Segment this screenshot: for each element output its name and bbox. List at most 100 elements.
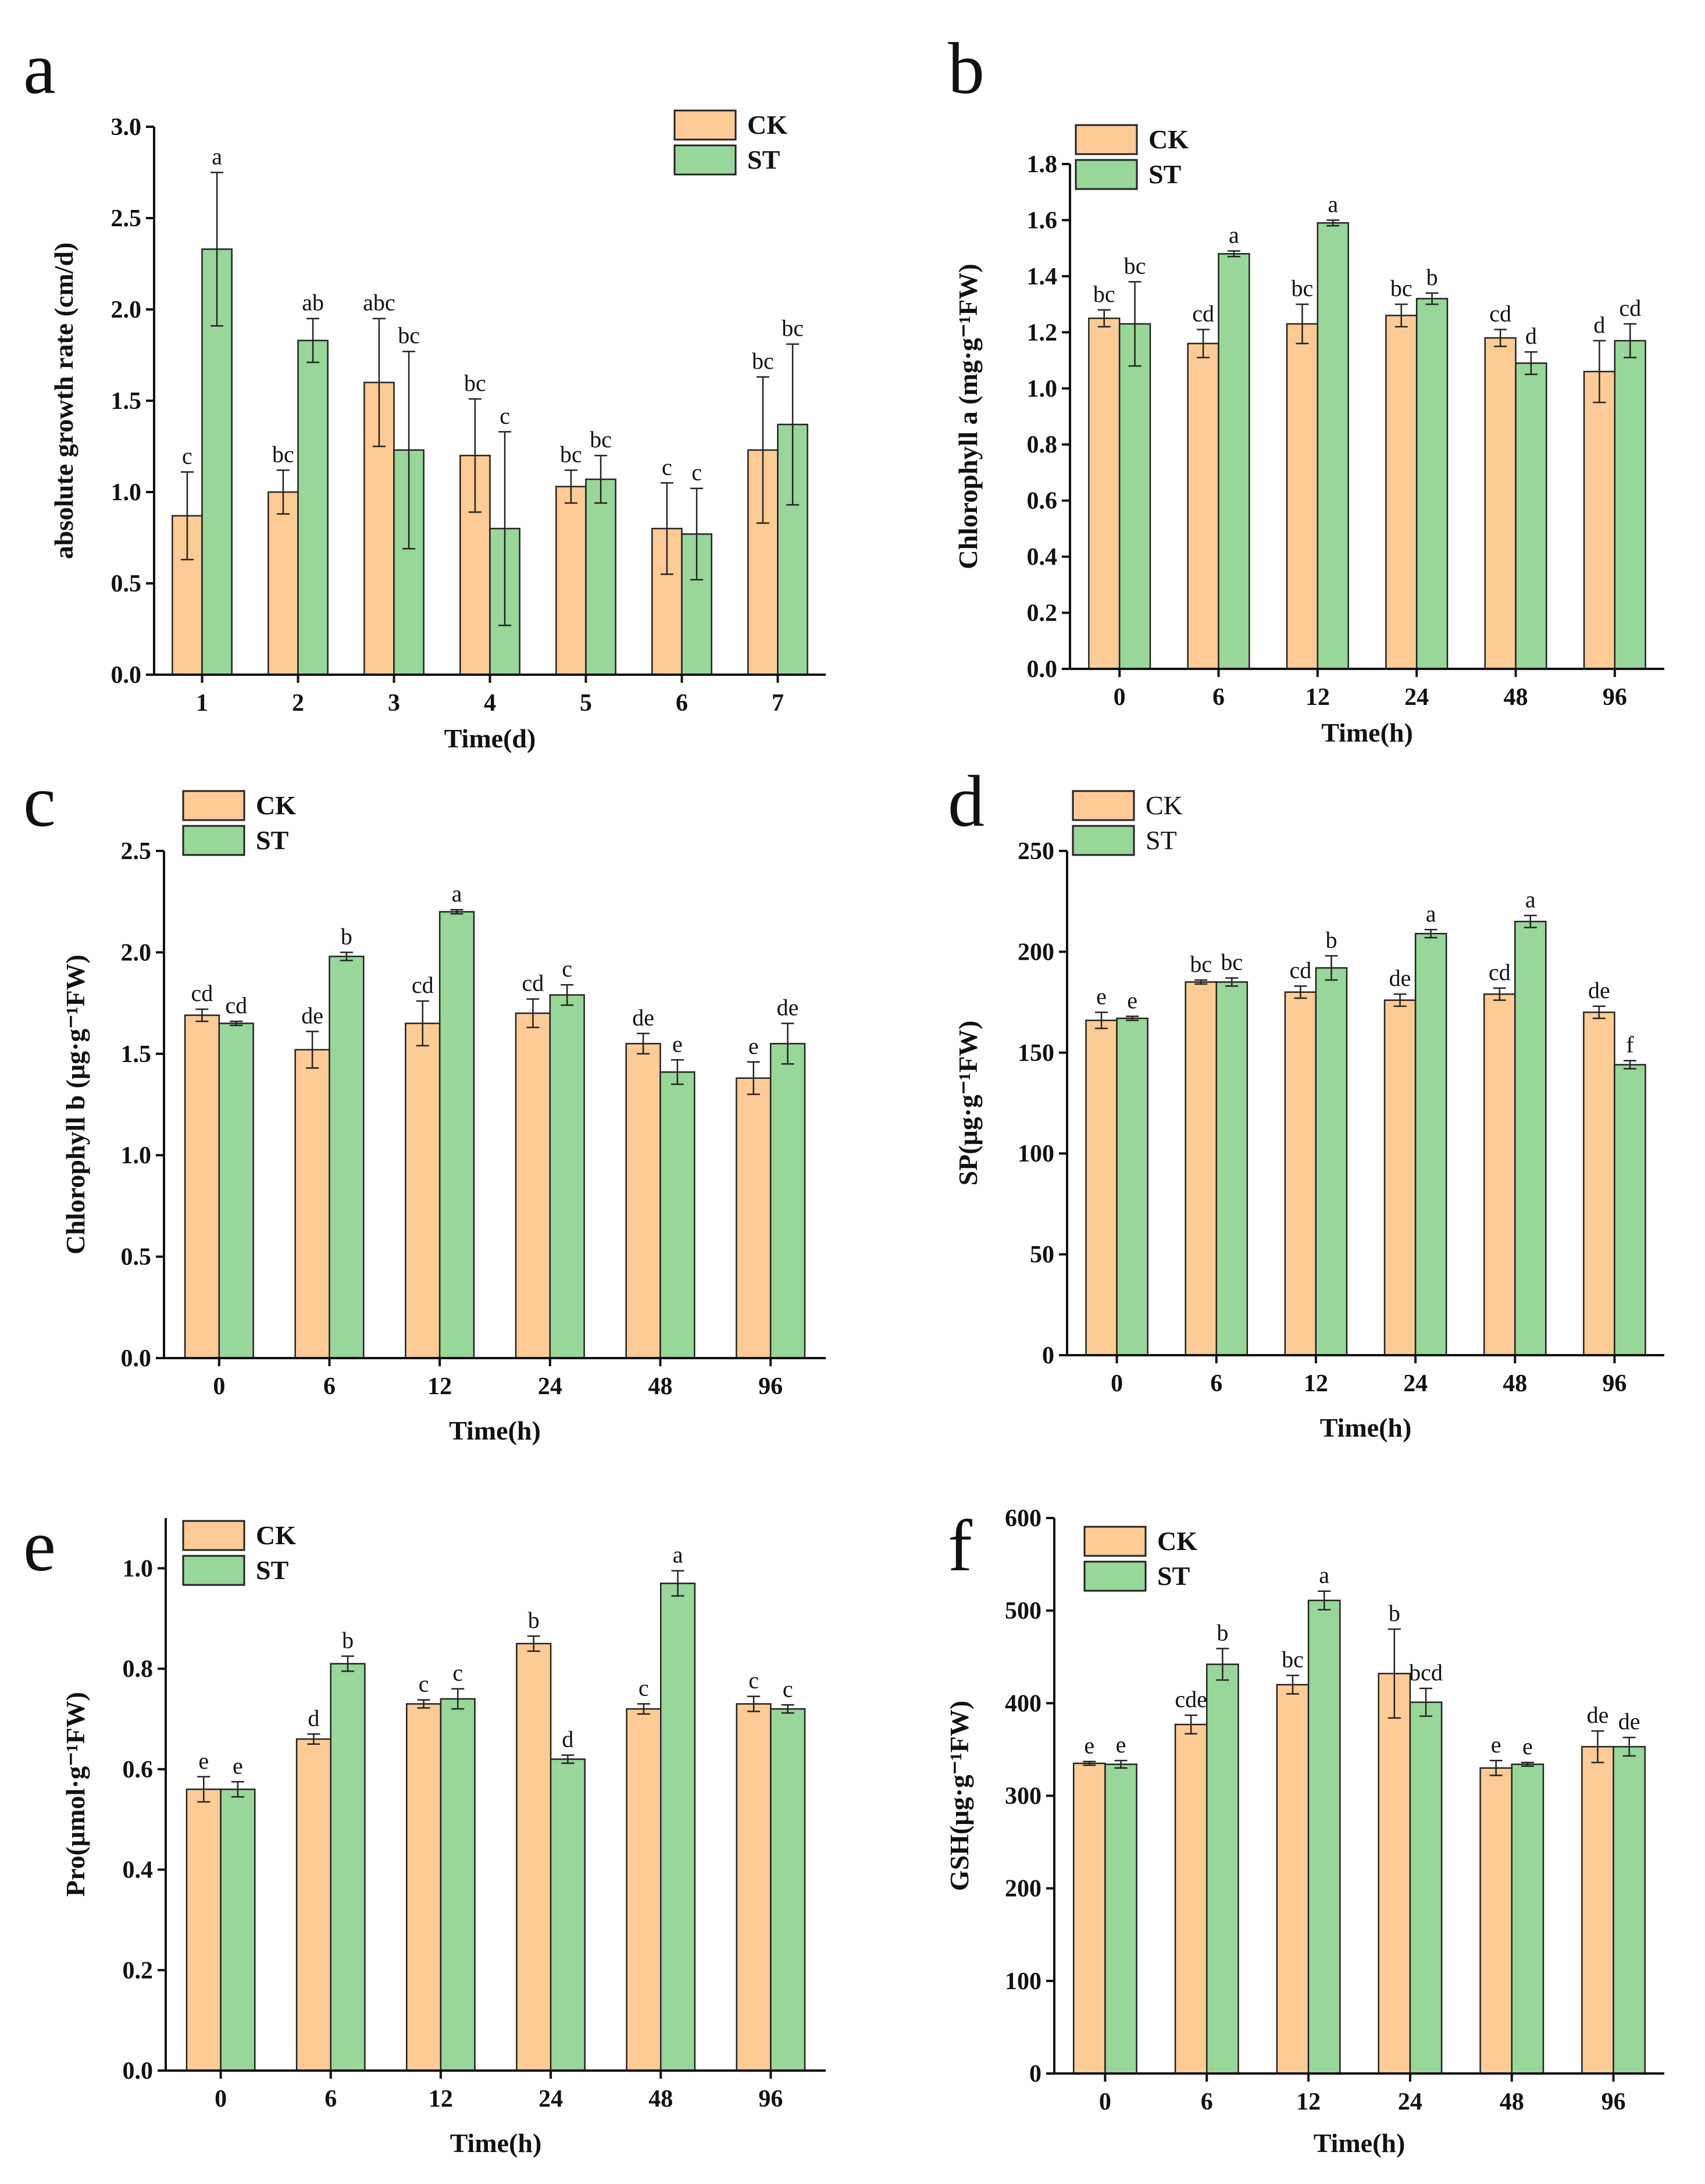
y-tick-label: 0.6 (123, 1757, 154, 1783)
error-bar-st-12 (1326, 219, 1340, 227)
bar-st-0 (218, 1022, 254, 1359)
y-tick-label: 1.5 (111, 388, 142, 415)
error-bar-ck-24 (1393, 993, 1407, 1007)
bar-ck-48 (1479, 1767, 1513, 2075)
legend-label-st: ST (747, 145, 780, 174)
y-axis-title: Chlorophyll a (mg·g⁻¹FW) (953, 263, 983, 569)
error-bar-st-0 (231, 1781, 244, 1798)
bar-st-6 (1218, 253, 1250, 670)
error-bar-st-6 (690, 487, 704, 580)
error-bar-ck-96 (747, 1061, 760, 1095)
error-bar-ck-1 (180, 471, 194, 561)
y-tick-label: 300 (1005, 1783, 1041, 1810)
bar-st-12 (1307, 1599, 1341, 2075)
significance-label: cd (1290, 957, 1312, 983)
y-tick-label: 250 (1018, 838, 1054, 865)
error-bar-st-6 (1227, 250, 1240, 258)
y-tick-label: 600 (1005, 1505, 1041, 1532)
bar-st-96 (769, 1043, 806, 1359)
error-bar-st-12 (450, 908, 463, 915)
significance-label: d (1525, 323, 1537, 349)
x-axis-title: Time(h) (450, 2128, 542, 2158)
significance-label: e (233, 1752, 243, 1779)
bar-st-0 (220, 1788, 256, 2072)
x-tick-label: 0 (1114, 684, 1126, 711)
x-tick-label: 12 (427, 1373, 452, 1400)
error-bar-ck-6 (1185, 1714, 1198, 1735)
x-tick-label: 7 (772, 690, 784, 717)
significance-label: b (1426, 264, 1438, 290)
significance-label: bc (782, 315, 804, 341)
panel-letter: a (23, 28, 56, 109)
significance-label: e (1084, 1733, 1094, 1759)
significance-label: bc (464, 370, 486, 396)
bar-st-24 (1409, 1701, 1443, 2075)
significance-label: cd (1489, 959, 1511, 985)
error-bar-st-12 (1325, 955, 1338, 981)
error-bar-st-96 (781, 1704, 794, 1714)
significance-label: bc (590, 426, 612, 453)
error-bar-st-0 (1126, 1016, 1139, 1021)
bar-st-12 (438, 911, 475, 1359)
significance-label: e (1116, 1731, 1126, 1758)
significance-label: bc (752, 348, 774, 374)
legend-label-ck: CK (1146, 790, 1183, 820)
x-tick-label: 1 (196, 690, 208, 717)
x-axis-title: Time(h) (1320, 1413, 1412, 1442)
y-tick-label: 50 (1030, 1242, 1054, 1269)
bar-st-6 (1215, 981, 1249, 1356)
x-tick-label: 0 (213, 1373, 225, 1400)
y-tick-label: 0.4 (1027, 544, 1058, 571)
bar-ck-96 (736, 1703, 772, 2072)
error-bar-ck-24 (1394, 303, 1408, 327)
bar-st-0 (1118, 323, 1151, 670)
error-bar-ck-6 (1197, 329, 1210, 358)
error-bar-ck-24 (527, 1635, 540, 1652)
bar-ck-12 (406, 1703, 442, 2072)
bar-ck-6 (1187, 343, 1219, 670)
legend-swatch-ck (1083, 1526, 1147, 1557)
significance-label: a (1525, 886, 1536, 913)
x-tick-label: 4 (484, 690, 496, 717)
error-bar-st-48 (1524, 351, 1538, 375)
significance-label: cd (1192, 301, 1214, 327)
x-tick-label: 0 (1099, 2089, 1111, 2115)
bar-st-24 (1415, 298, 1449, 670)
bar-ck-96 (1581, 1745, 1614, 2075)
x-axis-title: Time(h) (1314, 2128, 1406, 2158)
error-bar-st-2 (306, 318, 320, 364)
significance-label: c (419, 1671, 429, 1697)
error-bar-ck-0 (1097, 309, 1111, 327)
bar-ck-5 (555, 486, 587, 676)
error-bar-ck-12 (1296, 303, 1309, 344)
bar-st-24 (550, 1758, 586, 2072)
panel-letter: c (23, 761, 56, 842)
x-tick-label: 96 (1601, 2089, 1626, 2115)
error-bar-ck-6 (306, 1031, 319, 1069)
legend-swatch-st (1072, 825, 1135, 856)
x-tick-label: 48 (1504, 684, 1528, 711)
error-bar-ck-0 (1095, 1011, 1108, 1029)
x-tick-label: 96 (1603, 684, 1627, 711)
error-bar-ck-6 (307, 1733, 320, 1745)
x-tick-label: 2 (292, 690, 304, 717)
error-bar-ck-48 (637, 1032, 650, 1055)
x-tick-label: 24 (1398, 2089, 1422, 2115)
significance-label: c (500, 402, 510, 429)
legend-label-st: ST (1146, 825, 1177, 855)
legend-swatch-ck (182, 1520, 245, 1551)
bar-ck-24 (1383, 999, 1417, 1356)
error-bar-ck-48 (1493, 987, 1506, 1001)
bar-ck-48 (625, 1043, 661, 1359)
bar-st-24 (549, 994, 585, 1359)
bar-ck-12 (1286, 323, 1319, 670)
bar-ck-0 (186, 1788, 222, 2072)
bar-st-24 (1414, 932, 1447, 1356)
error-bar-st-5 (594, 454, 608, 504)
legend-swatch-st (182, 825, 245, 856)
error-bar-ck-48 (1494, 329, 1507, 347)
legend-swatch-st (673, 144, 737, 176)
bar-ck-96 (1583, 370, 1616, 670)
significance-label: c (662, 454, 672, 480)
significance-label: cd (225, 992, 247, 1018)
